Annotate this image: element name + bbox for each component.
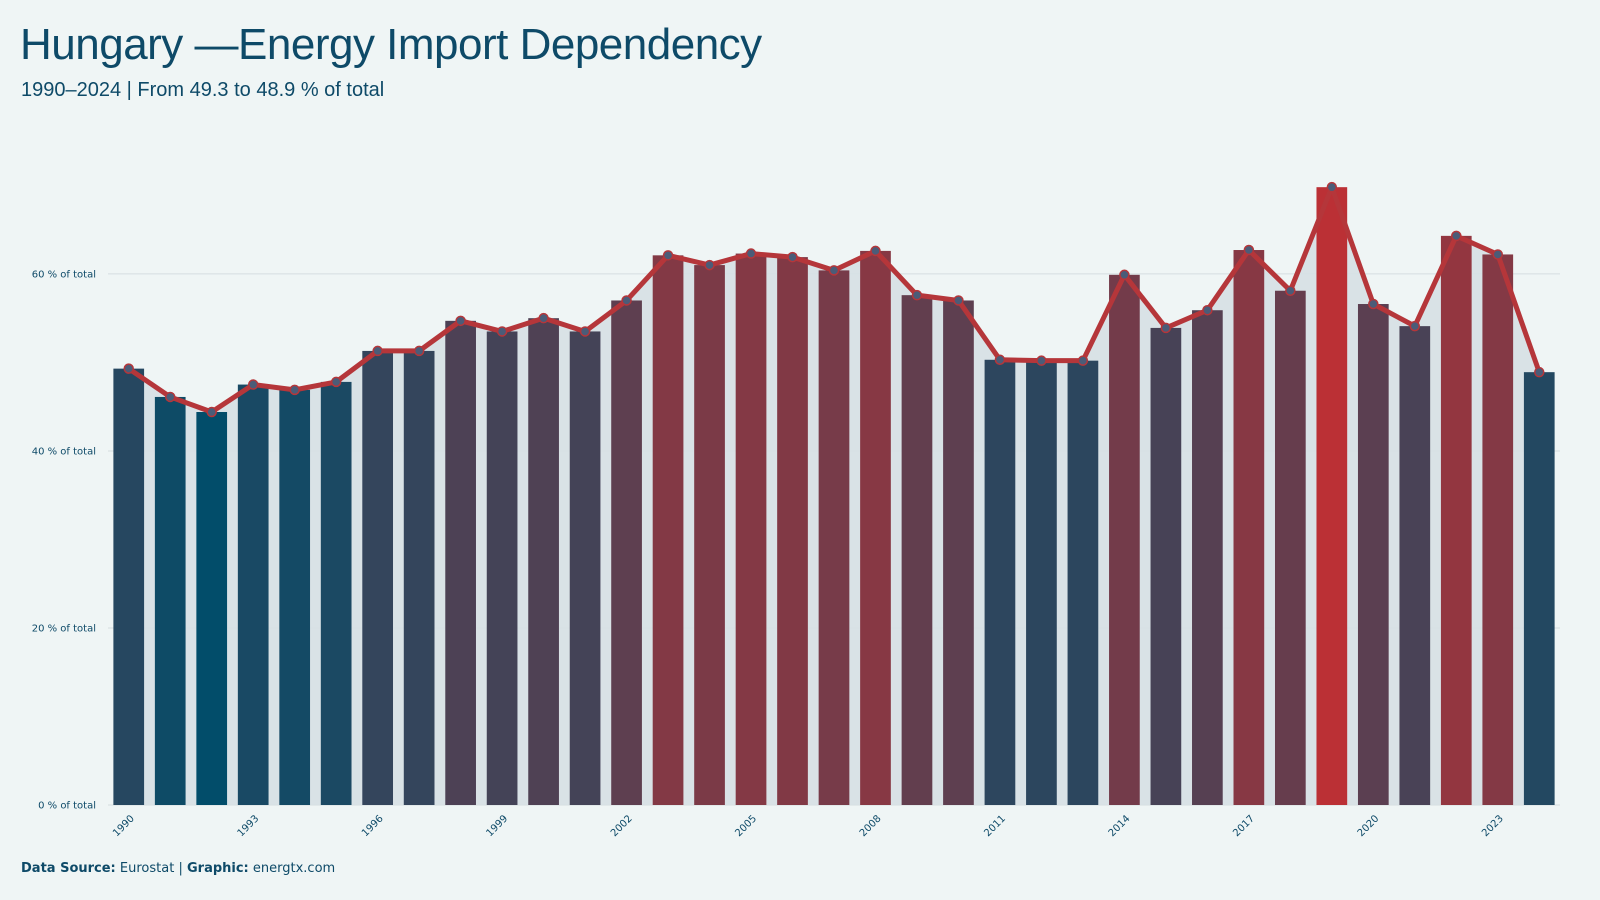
data-point-2022	[1451, 230, 1462, 242]
x-tick-label-1993: 1993	[236, 813, 262, 839]
chart-subtitle: 1990–2024 | From 49.3 to 48.9 % of total	[21, 79, 385, 101]
data-point-2021	[1409, 320, 1421, 332]
x-tick-label-2008: 2008	[858, 813, 884, 839]
data-point-1995	[330, 376, 342, 388]
data-point-2014	[1119, 269, 1130, 281]
data-point-2001	[579, 326, 591, 337]
x-tick-label-2002: 2002	[609, 813, 635, 839]
bar-2020	[1357, 304, 1389, 805]
data-point-1997	[413, 345, 425, 357]
bar-2024	[1523, 372, 1555, 805]
data-point-1993	[247, 379, 259, 390]
data-point-2017	[1243, 244, 1255, 256]
x-tick-label-1999: 1999	[484, 813, 510, 839]
data-point-2005	[745, 248, 757, 259]
bar-2014	[1109, 274, 1140, 805]
data-point-1990	[123, 363, 134, 374]
data-point-2020	[1368, 298, 1379, 310]
data-point-1991	[164, 391, 176, 403]
bar-2006	[777, 257, 808, 806]
bar-2021	[1399, 326, 1431, 805]
data-point-2012	[1036, 355, 1047, 366]
bar-2016	[1192, 310, 1223, 805]
bar-2013	[1067, 360, 1099, 805]
x-tick-label-2020: 2020	[1356, 813, 1382, 839]
data-point-1998	[455, 315, 466, 327]
x-tick-label-2011: 2011	[982, 813, 1008, 839]
bar-1991	[154, 396, 186, 805]
x-tick-label-1990: 1990	[111, 813, 137, 839]
bar-2017	[1233, 250, 1265, 805]
x-tick-label-1996: 1996	[360, 813, 386, 839]
bar-2011	[984, 359, 1016, 805]
chart-footer: Data Source: Eurostat | Graphic: energtx…	[21, 861, 335, 876]
bar-2007	[818, 270, 850, 805]
x-tick-label-2023: 2023	[1480, 813, 1506, 839]
bar-1998	[445, 320, 476, 805]
data-point-2024	[1534, 366, 1545, 378]
data-point-1999	[496, 326, 508, 337]
bar-2009	[901, 295, 933, 805]
data-point-2003	[662, 250, 674, 261]
data-point-1992	[206, 406, 217, 418]
data-point-2019	[1326, 181, 1338, 193]
data-point-2013	[1077, 355, 1089, 366]
data-point-2018	[1285, 285, 1296, 296]
data-point-2010	[953, 295, 964, 306]
bar-2003	[652, 255, 684, 806]
bar-2002	[611, 300, 642, 805]
bar-2023	[1482, 254, 1514, 806]
x-tick-label-2017: 2017	[1231, 813, 1257, 839]
bar-1992	[196, 412, 228, 805]
bar-1997	[403, 350, 435, 805]
bar-2004	[694, 265, 725, 805]
data-point-2004	[704, 259, 715, 271]
bar-1999	[486, 331, 518, 805]
graphic-value: energtx.com	[252, 861, 336, 876]
data-point-2011	[994, 354, 1006, 366]
bar-2005	[735, 253, 767, 806]
bar-2015	[1150, 327, 1182, 805]
data-point-2008	[870, 245, 881, 257]
data-point-2006	[787, 251, 798, 263]
bar-2012	[1026, 360, 1057, 805]
x-tick-label-2014: 2014	[1107, 813, 1133, 839]
source-value: Eurostat	[119, 861, 175, 876]
data-point-1994	[289, 384, 300, 396]
data-point-2009	[911, 289, 923, 301]
data-point-2002	[621, 295, 632, 306]
data-point-1996	[372, 345, 383, 357]
bar-2010	[943, 300, 974, 805]
bar-2019	[1316, 187, 1348, 806]
data-point-2000	[538, 312, 549, 324]
bar-2008	[860, 250, 891, 806]
y-tick-label-40: 40 % of total	[32, 446, 96, 457]
chart-title: Hungary —Energy Import Dependency	[20, 20, 762, 69]
y-tick-label-20: 20 % of total	[32, 623, 96, 634]
bar-1993	[237, 384, 269, 805]
y-tick-label-60: 60 % of total	[32, 269, 96, 280]
source-label: Data Source:	[21, 861, 116, 876]
data-point-2016	[1202, 304, 1213, 316]
y-tick-label-0: 0 % of total	[38, 801, 96, 812]
bar-1994	[279, 389, 311, 805]
bar-2001	[569, 331, 601, 805]
data-point-2023	[1492, 249, 1504, 260]
footer-separator: |	[178, 861, 183, 876]
bar-1996	[362, 350, 394, 805]
bar-1990	[113, 368, 145, 805]
bar-2000	[528, 318, 559, 805]
graphic-label: Graphic:	[186, 861, 249, 876]
bar-2022	[1440, 235, 1472, 806]
data-point-2007	[828, 265, 840, 276]
x-tick-label-2005: 2005	[733, 813, 759, 839]
bar-2018	[1274, 290, 1306, 806]
bar-1995	[320, 381, 352, 805]
data-point-2015	[1160, 322, 1172, 334]
